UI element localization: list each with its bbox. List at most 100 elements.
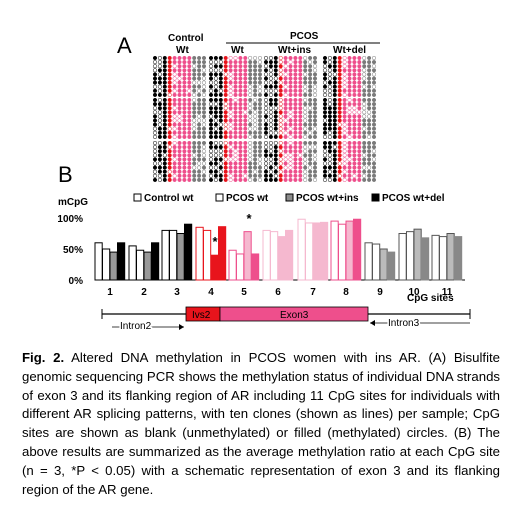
cpg-circle <box>238 169 243 174</box>
cpg-circle <box>322 84 328 89</box>
cpg-circle <box>233 140 238 146</box>
cpg-circle <box>201 157 207 162</box>
cpg-circle <box>278 97 283 103</box>
cpg-circle <box>152 97 158 103</box>
cpg-circle <box>367 157 372 162</box>
cpg-circle <box>152 84 158 89</box>
cpg-circle <box>248 169 253 174</box>
cpg-circle <box>332 68 337 73</box>
cpg-circle <box>197 145 202 150</box>
cpg-circle <box>337 161 342 166</box>
cpg-circle <box>238 106 243 111</box>
cpg-circle <box>172 92 177 97</box>
cpg-circle <box>182 102 187 107</box>
cpg-circle <box>312 122 318 127</box>
cpg-circle <box>273 149 278 154</box>
cpg-circle <box>177 55 182 61</box>
cpg-circle <box>177 177 182 182</box>
cpg-circle <box>253 55 258 61</box>
cpg-circle <box>172 149 177 154</box>
cpg-circle <box>298 76 303 81</box>
cpg-circle <box>192 110 197 115</box>
bar <box>128 245 137 281</box>
cpg-circle <box>362 165 367 170</box>
cpg-circle <box>371 134 377 139</box>
cpg-circle <box>312 114 318 119</box>
cpg-circle <box>283 130 288 135</box>
cpg-circle <box>223 140 228 146</box>
cpg-circle <box>263 157 269 162</box>
cpg-circle <box>167 106 172 111</box>
cpg-circle <box>162 118 167 123</box>
cpg-circle <box>283 88 288 93</box>
cpg-circle <box>218 55 223 61</box>
cpg-circle <box>157 130 162 135</box>
cpg-circle <box>201 126 207 131</box>
cpg-circle <box>312 76 318 81</box>
cpg-circle <box>337 110 342 115</box>
cpg-circle <box>263 55 269 61</box>
cpg-circle <box>172 118 177 123</box>
cpg-circle <box>223 145 228 150</box>
lollipop-block <box>152 140 207 182</box>
cpg-circle <box>223 60 228 65</box>
cpg-circle <box>167 161 172 166</box>
cpg-circle <box>337 84 342 89</box>
intron2-label: Intron2 <box>120 321 152 332</box>
cpg-circle <box>253 140 258 146</box>
cpg-circle <box>347 84 352 89</box>
cpg-circle <box>347 169 352 174</box>
cpg-circle <box>312 60 318 65</box>
cpg-circle <box>342 80 347 85</box>
cpg-circle <box>332 122 337 127</box>
cpg-circle <box>228 60 233 65</box>
cpg-circle <box>273 177 278 182</box>
cpg-circle <box>172 169 177 174</box>
cpg-circle <box>342 130 347 135</box>
legend-label: PCOS wt+ins <box>296 193 359 204</box>
bar <box>305 222 314 281</box>
cpg-circle <box>257 157 263 162</box>
cpg-circle <box>298 134 303 139</box>
cpg-circle <box>177 145 182 150</box>
cpg-circle <box>371 145 377 150</box>
bar <box>446 233 455 281</box>
cpg-circle <box>208 165 214 170</box>
cpg-circle <box>371 161 377 166</box>
cpg-circle <box>342 60 347 65</box>
cpg-circle <box>182 145 187 150</box>
cpg-circle <box>192 177 197 182</box>
cpg-circle <box>352 165 357 170</box>
cpg-circle <box>218 114 223 119</box>
cpg-circle <box>172 157 177 162</box>
cpg-circle <box>243 68 248 73</box>
cpg-circle <box>332 55 337 61</box>
cpg-circle <box>371 80 377 85</box>
cpg-circle <box>362 161 367 166</box>
lollipop-block <box>322 97 377 139</box>
cpg-circle <box>223 76 228 81</box>
cpg-circle <box>283 64 288 69</box>
cpg-circle <box>342 173 347 178</box>
cpg-circle <box>238 110 243 115</box>
figure-caption: Fig. 2. Altered DNA methylation in PCOS … <box>22 349 500 499</box>
cpg-circle <box>197 153 202 158</box>
cpg-circle <box>213 76 218 81</box>
cpg-circle <box>327 80 332 85</box>
cpg-circle <box>152 88 158 93</box>
cpg-circle <box>218 165 223 170</box>
cpg-circle <box>167 157 172 162</box>
cpg-circle <box>223 64 228 69</box>
cpg-circle <box>298 68 303 73</box>
cpg-circle <box>228 118 233 123</box>
cpg-circle <box>223 68 228 73</box>
cpg-circle <box>352 60 357 65</box>
cpg-circle <box>162 140 167 146</box>
cpg-circle <box>327 149 332 154</box>
cpg-circle <box>197 92 202 97</box>
cpg-circle <box>303 165 308 170</box>
cpg-circle <box>162 126 167 131</box>
cpg-circle <box>201 64 207 69</box>
bar <box>320 221 329 281</box>
cpg-circle <box>187 68 192 73</box>
